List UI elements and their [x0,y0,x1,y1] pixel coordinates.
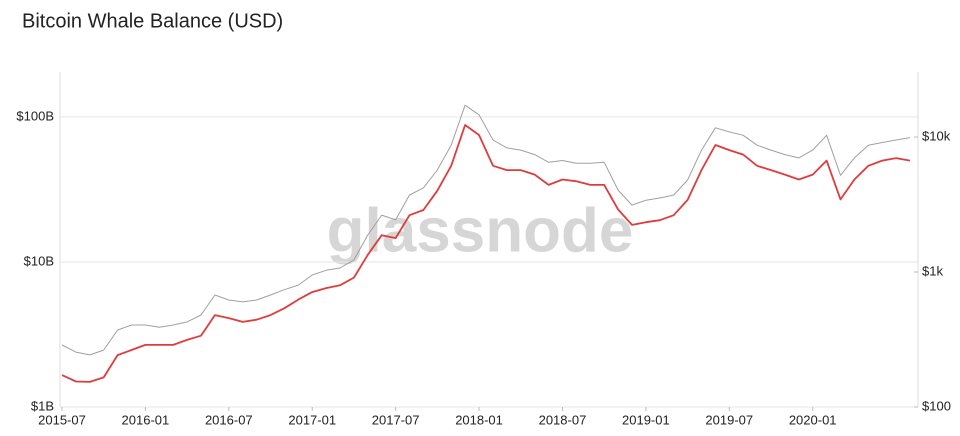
y-tick-label: $100B [16,108,54,123]
x-tick-label: 2018-07 [539,412,587,427]
x-tick-label: 2015-07 [38,412,86,427]
watermark: glassnode [327,196,634,265]
series-line [61,124,911,383]
x-tick-label: 2018-01 [455,412,503,427]
x-tick-label: 2016-07 [205,412,253,427]
series-line [61,104,911,356]
y-tick-label: $10B [24,253,54,268]
x-tick-label: 2020-01 [789,412,837,427]
x-tick-label: 2017-01 [288,412,336,427]
y-tick-label: $1B [31,398,54,413]
x-tick-label: 2017-07 [372,412,420,427]
y2-tick-label: $100 [922,398,951,413]
y2-tick-label: $10k [922,128,951,143]
y2-tick-label: $1k [922,263,943,278]
x-tick-label: 2016-01 [122,412,170,427]
x-tick-label: 2019-07 [705,412,753,427]
chart-title: Bitcoin Whale Balance (USD) [22,10,283,32]
x-tick-label: 2019-01 [622,412,670,427]
